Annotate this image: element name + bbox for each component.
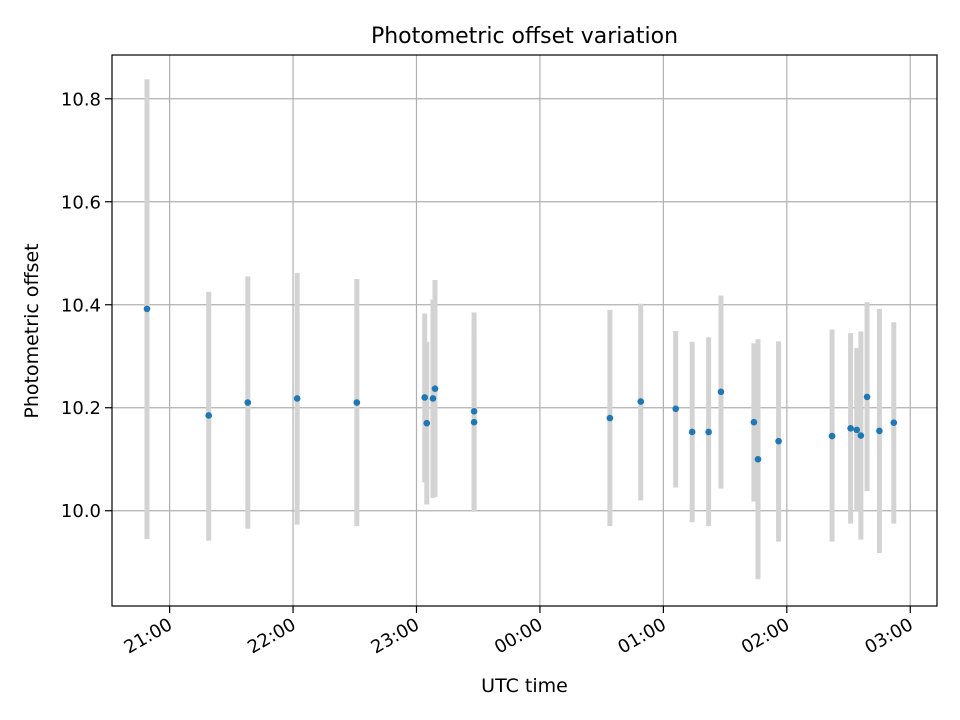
y-tick-label: 10.0 (61, 501, 101, 522)
chart-title: Photometric offset variation (371, 24, 678, 49)
data-point (637, 398, 645, 405)
x-axis-label: UTC time (481, 675, 568, 697)
data-point (606, 414, 614, 422)
data-point (205, 412, 212, 419)
data-point (470, 408, 478, 415)
y-tick-label: 10.6 (61, 192, 101, 213)
data-point (244, 399, 252, 406)
data-point (470, 418, 478, 426)
y-tick-label: 10.2 (61, 398, 101, 419)
y-tick-label: 10.4 (61, 295, 101, 316)
data-point (876, 427, 883, 435)
data-point (750, 418, 758, 426)
data-point (672, 405, 680, 413)
data-point (353, 399, 361, 406)
data-point (754, 455, 762, 463)
data-point (705, 428, 712, 436)
data-point (863, 393, 871, 401)
data-point (688, 428, 696, 436)
y-axis-ticks: 10.0 10.2 10.4 10.6 10.8 (61, 89, 112, 522)
data-point (143, 305, 151, 313)
data-point (853, 426, 861, 434)
data-point (293, 395, 301, 402)
grid-lines (112, 55, 937, 606)
data-point (421, 394, 429, 401)
data-point (847, 425, 854, 432)
data-point (423, 419, 431, 427)
plot-frame (111, 54, 938, 607)
y-axis-label: Photometric offset (21, 243, 43, 418)
data-point (890, 419, 898, 426)
data-point (775, 437, 782, 445)
data-point (431, 385, 439, 392)
data-points (143, 305, 898, 463)
y-tick-label: 10.8 (61, 89, 101, 110)
data-point (429, 395, 437, 402)
data-point (857, 432, 865, 439)
data-point (717, 388, 725, 396)
data-point (828, 432, 836, 440)
